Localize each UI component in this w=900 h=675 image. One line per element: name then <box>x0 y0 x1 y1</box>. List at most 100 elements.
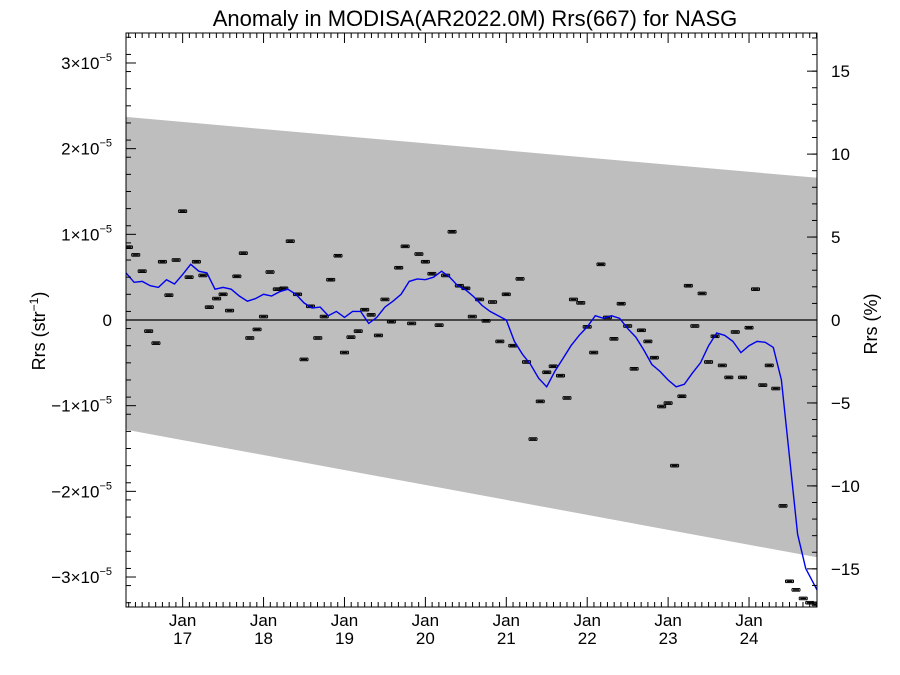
data-point <box>717 363 727 368</box>
data-point <box>164 293 174 297</box>
data-point <box>568 297 578 302</box>
x-tick-month-label: Jan <box>250 611 277 630</box>
data-point <box>467 314 477 319</box>
data-point <box>764 363 774 368</box>
data-point <box>346 335 356 339</box>
data-point <box>339 350 349 355</box>
data-point <box>643 339 653 344</box>
left-tick-label: 1×10−5 <box>61 223 112 244</box>
data-point <box>649 355 659 360</box>
data-point <box>400 244 410 249</box>
data-point <box>609 337 619 341</box>
x-tick-year-label: 17 <box>173 629 192 648</box>
data-point <box>501 292 511 297</box>
data-point <box>144 329 154 333</box>
data-point <box>366 313 376 317</box>
data-point <box>528 437 538 441</box>
data-point <box>791 588 801 592</box>
x-tick-month-label: Jan <box>169 611 196 630</box>
data-point <box>394 265 404 270</box>
data-point <box>697 291 707 296</box>
right-axis: 15 10 5 0 −5 −10 −15 <box>807 37 860 603</box>
data-point <box>198 273 208 278</box>
data-point <box>265 270 275 274</box>
right-tick-label: 10 <box>831 145 850 164</box>
running-mean-line <box>126 263 817 591</box>
left-axis: 3×10−5 2×10−5 1×10−5 0 −1×10−5 −2×10−5 −3×10−5 <box>51 36 136 604</box>
left-tick-label: 2×10−5 <box>61 138 112 159</box>
data-point <box>798 596 808 601</box>
data-point <box>212 296 222 301</box>
right-tick-label: −5 <box>831 394 850 413</box>
left-tick-label: −1×10−5 <box>51 395 112 416</box>
data-point <box>690 324 700 328</box>
data-point <box>784 579 794 584</box>
data-point <box>191 259 201 264</box>
data-point <box>481 319 491 323</box>
left-tick-label: −3×10−5 <box>51 566 112 587</box>
data-point <box>562 396 572 400</box>
data-point <box>778 504 788 508</box>
data-point <box>299 357 309 362</box>
data-point <box>319 314 329 319</box>
data-point <box>548 364 558 369</box>
data-point <box>670 463 680 468</box>
data-point <box>171 258 181 262</box>
x-tick-year-label: 21 <box>497 629 516 648</box>
data-point <box>333 253 343 258</box>
data-point <box>204 305 214 309</box>
data-point <box>232 274 242 279</box>
data-point <box>636 328 646 333</box>
data-point <box>515 277 525 281</box>
data-point <box>488 300 498 304</box>
right-tick-label: 0 <box>831 311 840 330</box>
data-point <box>596 262 606 267</box>
data-point <box>738 375 748 380</box>
data-point <box>218 292 228 297</box>
right-tick-label: −15 <box>831 560 860 579</box>
data-point <box>353 329 363 333</box>
data-point <box>576 301 586 305</box>
left-axis-title: Rrs (str−1) <box>27 292 49 371</box>
left-tick-label: −2×10−5 <box>51 480 112 501</box>
data-point <box>616 301 626 306</box>
chart-title: Anomaly in MODISA(AR2022.0M) Rrs(667) fo… <box>213 6 738 31</box>
x-tick-month-label: Jan <box>493 611 520 630</box>
x-tick-month-label: Jan <box>412 611 439 630</box>
band-polygon <box>126 116 817 558</box>
x-tick-year-label: 20 <box>416 629 435 648</box>
data-point <box>751 287 761 291</box>
x-tick-month-label: Jan <box>573 611 600 630</box>
data-point <box>724 375 734 380</box>
data-point <box>704 360 714 364</box>
data-point <box>252 327 262 332</box>
uncertainty-band <box>126 116 817 558</box>
data-point <box>285 239 295 243</box>
data-point <box>184 275 194 279</box>
data-point <box>238 251 248 255</box>
data-point <box>380 297 390 302</box>
data-point <box>279 286 289 291</box>
right-axis-title: Rrs (%) <box>861 294 881 355</box>
data-point <box>326 277 336 282</box>
right-tick-label: −10 <box>831 477 860 496</box>
data-point <box>730 330 740 334</box>
x-tick-month-label: Jan <box>331 611 358 630</box>
data-point <box>495 339 505 344</box>
data-point <box>434 323 444 327</box>
data-point <box>677 394 687 399</box>
data-point <box>589 350 599 355</box>
data-point <box>225 308 235 313</box>
right-tick-label: 5 <box>831 228 840 247</box>
data-point <box>683 283 693 288</box>
x-tick-month-label: Jan <box>735 611 762 630</box>
data-point <box>131 253 141 257</box>
data-point <box>420 259 430 264</box>
data-point <box>758 383 768 387</box>
data-point <box>771 386 781 391</box>
data-point <box>313 336 323 340</box>
data-point <box>535 399 545 404</box>
data-point <box>556 373 566 378</box>
